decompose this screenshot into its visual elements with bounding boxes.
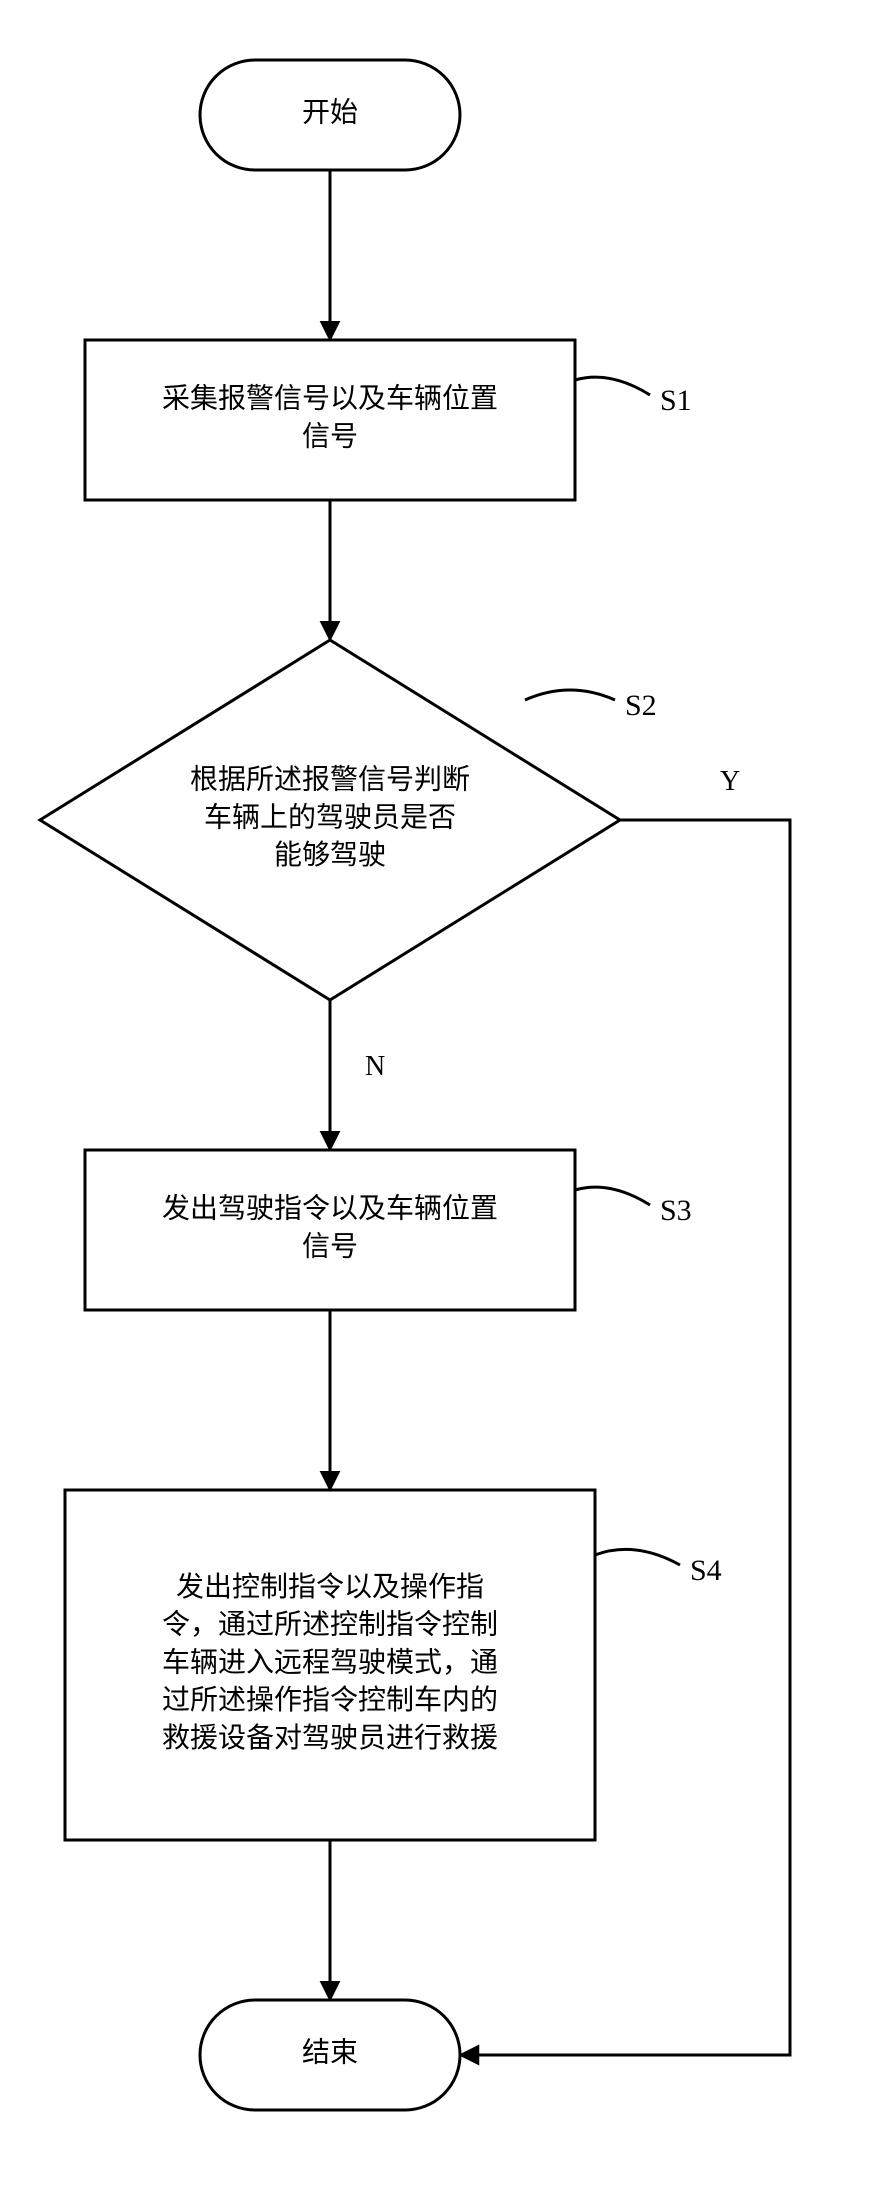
leader-s1 (575, 377, 650, 395)
edge-5 (460, 820, 790, 2055)
node-s3-text-line-0: 发出驾驶指令以及车辆位置 (162, 1193, 498, 1225)
node-s4-text-line-2: 车辆进入远程驾驶模式，通 (162, 1646, 498, 1678)
node-s4-text-line-4: 救援设备对驾驶员进行救援 (162, 1722, 498, 1754)
node-s1-text-line-0: 采集报警信号以及车辆位置 (162, 383, 498, 415)
node-start-text-line-0: 开始 (302, 96, 358, 128)
step-label-s3: S3 (660, 1194, 692, 1227)
node-s4-text-line-0: 发出控制指令以及操作指 (176, 1571, 484, 1603)
node-s2-text-line-1: 车辆上的驾驶员是否 (204, 801, 456, 833)
node-s4: 发出控制指令以及操作指令，通过所述控制指令控制车辆进入远程驾驶模式，通过所述操作… (65, 1490, 595, 1840)
node-s2-text-line-0: 根据所述报警信号判断 (190, 764, 470, 796)
node-start-text: 开始 (302, 96, 358, 128)
step-label-s4: S4 (690, 1554, 722, 1587)
step-label-s1: S1 (660, 384, 692, 417)
node-s3: 发出驾驶指令以及车辆位置信号 (85, 1150, 575, 1310)
flowchart-canvas: 开始采集报警信号以及车辆位置信号根据所述报警信号判断车辆上的驾驶员是否能够驾驶发… (0, 0, 876, 2207)
node-s1-text-line-1: 信号 (302, 420, 358, 452)
leader-s2 (525, 690, 615, 700)
node-s4-text-line-1: 令，通过所述控制指令控制 (162, 1609, 498, 1641)
leader-s4 (595, 1549, 680, 1565)
node-end-text: 结束 (302, 2036, 358, 2068)
node-s2-text-line-2: 能够驾驶 (274, 839, 386, 871)
node-start: 开始 (200, 60, 460, 170)
edge-label-Y: Y (720, 766, 740, 797)
step-label-s2: S2 (625, 689, 657, 722)
node-end: 结束 (200, 2000, 460, 2110)
node-s1: 采集报警信号以及车辆位置信号 (85, 340, 575, 500)
leader-s3 (575, 1187, 650, 1205)
node-s4-text: 发出控制指令以及操作指令，通过所述控制指令控制车辆进入远程驾驶模式，通过所述操作… (162, 1571, 498, 1754)
node-s2: 根据所述报警信号判断车辆上的驾驶员是否能够驾驶 (40, 640, 620, 1000)
edge-label-N: N (365, 1051, 385, 1082)
node-s4-text-line-3: 过所述操作指令控制车内的 (162, 1684, 498, 1716)
node-s3-text-line-1: 信号 (302, 1230, 358, 1262)
node-end-text-line-0: 结束 (302, 2036, 358, 2068)
